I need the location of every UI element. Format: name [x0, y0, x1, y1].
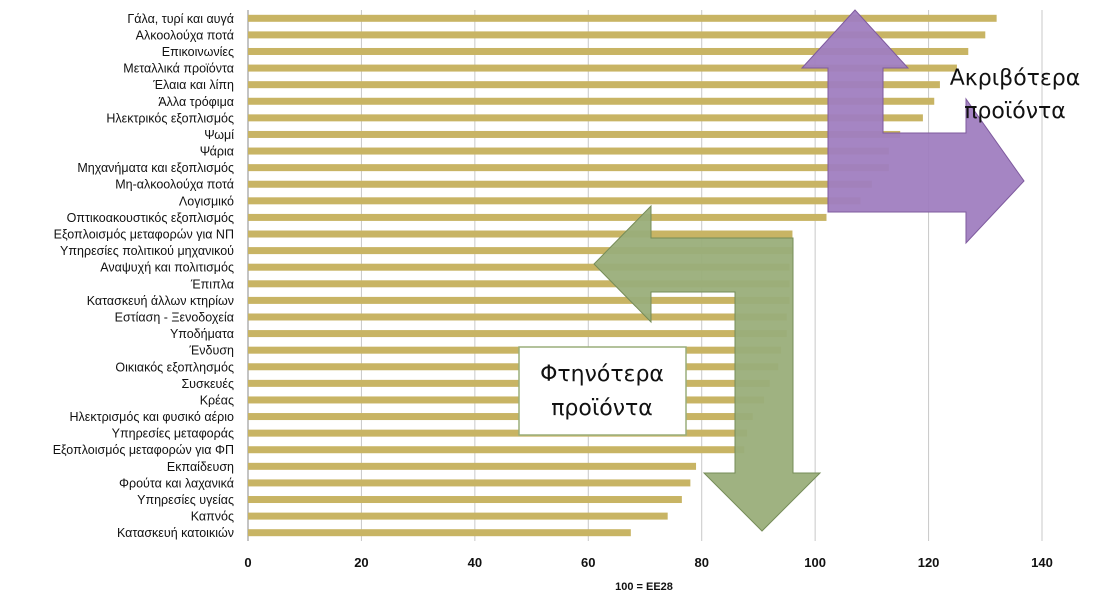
- category-label: Εξοπλοισμός μεταφορών για ΦΠ: [53, 443, 234, 457]
- bar: [248, 97, 935, 105]
- category-label: Καπνός: [191, 510, 234, 524]
- category-label: Εκπαίδευση: [167, 460, 234, 474]
- x-tick-label: 120: [918, 555, 940, 570]
- x-tick-label: 80: [694, 555, 708, 570]
- category-label: Υποδήματα: [170, 327, 234, 341]
- bar: [248, 529, 631, 537]
- category-label: Λογισμικό: [179, 194, 234, 208]
- category-label: Κρέας: [200, 393, 234, 407]
- bar: [248, 114, 923, 122]
- bar: [248, 130, 901, 138]
- bar: [248, 446, 745, 454]
- category-label: Ένδυση: [188, 344, 234, 358]
- bar: [248, 247, 793, 255]
- x-axis-ticks: 0 20 40 60 80 100 120 140: [244, 555, 1052, 570]
- bar: [248, 413, 753, 421]
- category-label: Έλαια και λίπη: [152, 78, 234, 92]
- category-label: Άλλα τρόφιμα: [158, 95, 234, 109]
- bar: [248, 197, 861, 205]
- bar: [248, 263, 790, 271]
- bar: [248, 462, 697, 470]
- category-label: Επικοινωνίες: [162, 45, 234, 59]
- category-label: Οικιακός εξοπλησμός: [115, 360, 234, 374]
- category-label: Κατασκευή άλλων κτηρίων: [87, 294, 234, 308]
- category-labels: Γάλα, τυρί και αυγά Αλκοολούχα ποτά Επικοι…: [53, 12, 235, 540]
- category-label: Αναψυχή και πολιτισμός: [100, 261, 234, 275]
- category-label: Υπηρεσίες μεταφοράς: [112, 427, 234, 441]
- category-label: Οπτικοακουστικός εξοπλισμός: [67, 211, 234, 225]
- cheaper-label-box: [518, 346, 687, 436]
- bar: [248, 14, 997, 22]
- bar: [248, 346, 782, 354]
- bar: [248, 81, 940, 89]
- category-label: Έπιπλα: [190, 277, 234, 291]
- cheaper-label-line1: Φτηνότερα: [540, 362, 664, 387]
- bar: [248, 379, 770, 387]
- more-expensive-label-line1: Ακριβότερα: [950, 66, 1081, 91]
- category-label: Κατασκευή κατοικιών: [117, 526, 234, 540]
- bar: [248, 64, 957, 72]
- bar: [248, 180, 872, 188]
- bars: [248, 14, 997, 537]
- cheaper-label-line2: προϊόντα: [551, 396, 653, 421]
- bar: [248, 296, 790, 304]
- bar: [248, 496, 682, 504]
- category-label: Εστίαση - Ξενοδοχεία: [115, 310, 234, 324]
- category-label: Φρούτα και λαχανικά: [119, 476, 234, 490]
- bar: [248, 363, 779, 371]
- bar: [248, 512, 668, 520]
- cheaper-arrow: [593, 204, 822, 532]
- more-expensive-label-line2: προϊόντα: [964, 99, 1066, 124]
- more-expensive-arrow: [800, 9, 1025, 245]
- category-label: Γάλα, τυρί και αυγά: [127, 12, 234, 26]
- category-label: Ηλεκτρισμός και φυσικό αέριο: [70, 410, 235, 424]
- bar: [248, 47, 969, 55]
- category-label: Μηχανήματα και εξοπλισμός: [77, 161, 234, 175]
- x-tick-label: 20: [354, 555, 368, 570]
- category-label: Μεταλλικά προϊόντα: [123, 62, 234, 76]
- bar: [248, 280, 790, 288]
- bar: [248, 396, 765, 404]
- category-label: Ηλεκτρικός εξοπλισμός: [106, 111, 234, 125]
- bar: [248, 479, 691, 487]
- bar: [248, 164, 889, 172]
- bar: [248, 31, 986, 39]
- category-label: Ψάρια: [200, 145, 234, 159]
- bar: [248, 213, 827, 221]
- x-tick-label: 0: [244, 555, 251, 570]
- category-label: Ψωμί: [204, 128, 234, 142]
- category-label: Αλκοολούχα ποτά: [136, 28, 234, 42]
- category-label: Εξοπλοισμός μεταφορών για ΝΠ: [54, 228, 234, 242]
- x-tick-label: 140: [1031, 555, 1053, 570]
- bar: [248, 429, 748, 437]
- category-label: Συσκευές: [181, 377, 234, 391]
- bar: [248, 313, 787, 321]
- category-label: Υπηρεσίες πολιτικού μηχανικού: [60, 244, 234, 258]
- x-tick-label: 60: [581, 555, 595, 570]
- bar: [248, 230, 793, 238]
- bar: [248, 330, 787, 338]
- x-axis-title: 100 = ΕΕ28: [615, 581, 673, 593]
- x-tick-label: 40: [468, 555, 482, 570]
- category-label: Υπηρεσίες υγείας: [137, 493, 234, 507]
- category-label: Μη-αλκοολούχα ποτά: [115, 178, 234, 192]
- bar: [248, 147, 889, 155]
- x-tick-label: 100: [804, 555, 826, 570]
